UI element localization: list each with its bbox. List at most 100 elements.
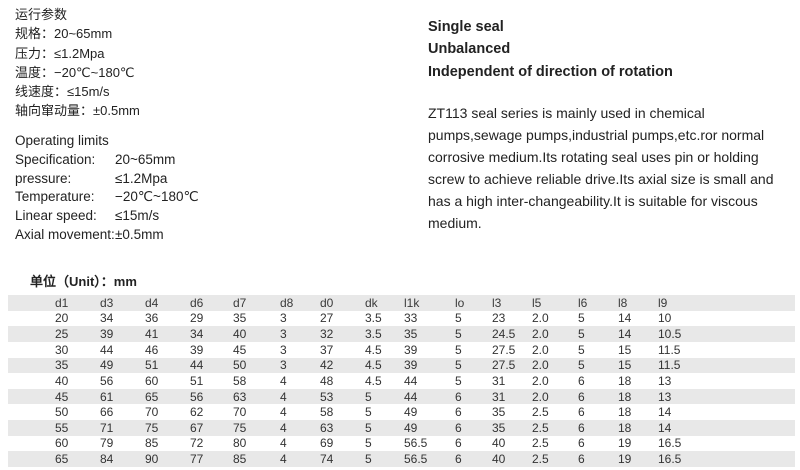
cell-l3: 27.5: [492, 342, 516, 357]
limit-label: Axial movement:: [15, 226, 115, 242]
row-spacer: [8, 373, 55, 389]
cell-dk: 4.5: [365, 358, 382, 373]
row-filler: [698, 451, 795, 467]
cell-d0: 74: [320, 452, 334, 467]
cell-l8: 18: [618, 420, 632, 435]
cell-d6: 51: [190, 373, 204, 388]
row-filler: [698, 342, 795, 358]
cell-dk: 5: [365, 452, 372, 467]
cell-d6: 67: [190, 420, 204, 435]
cell-d1: 25: [55, 327, 69, 342]
row-spacer: [8, 451, 55, 467]
table-row: 60 79 85 72 80 4 69 5 56.5 6 40 2.5 6 19 16.5: [8, 436, 795, 452]
cell-l1k: 44: [404, 389, 418, 404]
row-filler: [698, 358, 795, 374]
cell-l8: 15: [618, 342, 632, 357]
cell-d8: 4: [280, 373, 287, 388]
cell-d7: 50: [233, 358, 247, 373]
cell-l9: 11.5: [658, 358, 681, 373]
cell-l1k: 33: [404, 311, 418, 326]
cell-d8: 4: [280, 452, 287, 467]
seal-features-section: Single seal Unbalanced Independent of di…: [428, 16, 786, 234]
cell-dk: 5: [365, 436, 372, 451]
table-row: 55 71 75 67 75 4 63 5 49 6 35 2.5 6 18 14: [8, 420, 795, 436]
cell-d6: 72: [190, 436, 204, 451]
limit-row-specification: Specification: 20~65mm: [15, 151, 199, 170]
cell-l6: 6: [578, 452, 585, 467]
cell-lo: 6: [455, 389, 462, 404]
operating-limits-section: Operating limits Specification: 20~65mm …: [15, 132, 199, 245]
row-filler: [698, 420, 795, 436]
cell-d3: 44: [100, 342, 114, 357]
cell-l8: 14: [618, 327, 632, 342]
cell-lo: 5: [455, 311, 462, 326]
table-row: 30 44 46 39 45 3 37 4.5 39 5 27.5 2.0 5 15 11.5: [8, 342, 795, 358]
cell-d8: 3: [280, 342, 287, 357]
cell-l5: 2.0: [532, 311, 549, 326]
limit-label: Temperature:: [15, 189, 95, 205]
cell-d8: 3: [280, 327, 287, 342]
cell-d8: 3: [280, 358, 287, 373]
cell-d3: 79: [100, 436, 114, 451]
cell-l3: 24.5: [492, 327, 516, 342]
column-header-l3: l3: [492, 295, 502, 310]
cn-operating-params-section: 运行参数 规格：20~65mm 压力：≤1.2Mpa 温度：−20℃~180℃ …: [15, 5, 140, 121]
row-filler: [698, 311, 795, 327]
cell-l3: 31: [492, 389, 506, 404]
cell-l5: 2.5: [532, 420, 549, 435]
column-header-d8: d8: [280, 295, 294, 310]
cn-param-pressure: 压力：≤1.2Mpa: [15, 45, 105, 61]
unit-label: 单位（Unit）：mm: [30, 274, 137, 289]
row-filler: [698, 326, 795, 342]
cell-d3: 34: [100, 311, 114, 326]
cell-d0: 37: [320, 342, 334, 357]
cell-l8: 19: [618, 452, 632, 467]
cell-d7: 45: [233, 342, 247, 357]
column-header-d4: d4: [145, 295, 159, 310]
cell-d4: 46: [145, 342, 159, 357]
cell-l1k: 56.5: [404, 436, 428, 451]
column-header-d1: d1: [55, 295, 69, 310]
cell-l8: 19: [618, 436, 632, 451]
cell-d8: 3: [280, 311, 287, 326]
cell-d1: 60: [55, 436, 69, 451]
limit-value: ≤1.2Mpa: [115, 170, 168, 186]
cell-dk: 4.5: [365, 373, 382, 388]
cell-d3: 71: [100, 420, 114, 435]
cell-d8: 4: [280, 389, 287, 404]
cell-d7: 40: [233, 327, 247, 342]
cell-lo: 6: [455, 420, 462, 435]
cell-d7: 58: [233, 373, 247, 388]
column-header-l5: l5: [532, 295, 542, 310]
cell-l1k: 39: [404, 358, 418, 373]
cell-l5: 2.5: [532, 436, 549, 451]
cn-param-linear-speed: 线速度：≤15m/s: [15, 84, 110, 100]
cell-l6: 6: [578, 405, 585, 420]
cell-l8: 18: [618, 389, 632, 404]
cell-d0: 53: [320, 389, 334, 404]
cell-d4: 85: [145, 436, 159, 451]
limit-value: 20~65mm: [115, 151, 176, 167]
cell-d3: 56: [100, 373, 114, 388]
cell-l8: 18: [618, 373, 632, 388]
feature-heading-unbalanced: Unbalanced: [428, 41, 511, 58]
cell-d0: 58: [320, 405, 334, 420]
cell-l5: 2.5: [532, 452, 549, 467]
limit-value: ≤15m/s: [115, 208, 160, 224]
cell-l3: 35: [492, 420, 506, 435]
cell-dk: 4.5: [365, 342, 382, 357]
cell-l9: 14: [658, 420, 672, 435]
table-row: 50 66 70 62 70 4 58 5 49 6 35 2.5 6 18 14: [8, 404, 795, 420]
cell-l9: 11.5: [658, 342, 681, 357]
table-row: 20 34 36 29 35 3 27 3.5 33 5 23 2.0 5 14 10: [8, 311, 795, 327]
column-header-dk: dk: [365, 295, 378, 310]
table-row: 25 39 41 34 40 3 32 3.5 35 5 24.5 2.0 5 14 10.5: [8, 326, 795, 342]
cell-l5: 2.0: [532, 389, 549, 404]
cn-param-temperature: 温度：−20℃~180℃: [15, 64, 135, 80]
cell-l6: 5: [578, 358, 585, 373]
cell-d3: 49: [100, 358, 114, 373]
cell-d7: 70: [233, 405, 247, 420]
column-header-lo: lo: [455, 295, 465, 310]
limit-value: −20℃~180℃: [115, 189, 199, 205]
cell-lo: 6: [455, 452, 462, 467]
